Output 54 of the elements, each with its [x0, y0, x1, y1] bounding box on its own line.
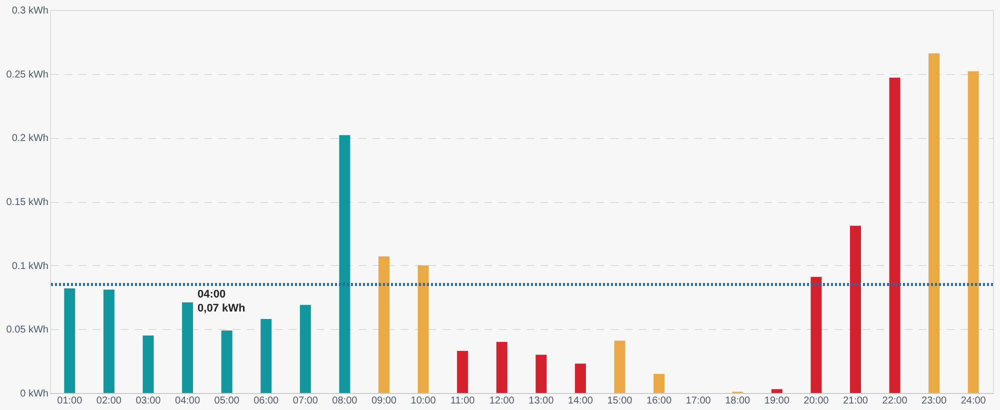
bar [300, 304, 311, 393]
x-tick-label: 07:00 [292, 396, 318, 406]
y-tick-label: 0 kWh [20, 388, 48, 400]
x-tick-label: 12:00 [489, 396, 515, 406]
x-tick-label: 10:00 [410, 396, 436, 406]
bar [496, 342, 508, 393]
x-tick-label: 17:00 [686, 396, 712, 406]
bar [221, 330, 232, 393]
bar [378, 256, 390, 393]
y-tick-label: 0.1 kWh [12, 260, 48, 272]
bar [457, 350, 468, 393]
x-tick-label: 18:00 [725, 396, 751, 406]
x-tick-label: 08:00 [332, 396, 358, 406]
bar [260, 318, 272, 393]
bar [339, 135, 350, 393]
bar [536, 354, 547, 393]
bar [850, 226, 861, 393]
bar [928, 53, 940, 393]
x-tick-label: 05:00 [214, 396, 240, 406]
x-tick-label: 14:00 [568, 396, 594, 406]
x-tick-label: 20:00 [804, 396, 830, 406]
y-tick-label: 0.25 kWh [6, 69, 48, 80]
bar [889, 78, 900, 393]
bar [771, 389, 782, 393]
annotation: 04:00 0,07 kWh [198, 288, 246, 315]
x-tick-label: 11:00 [450, 396, 476, 406]
bar [574, 364, 586, 393]
y-tick-label: 0.05 kWh [6, 324, 48, 336]
x-tick-label: 24:00 [960, 396, 986, 406]
x-tick-label: 03:00 [136, 396, 162, 406]
bar [654, 374, 665, 393]
x-tick-label: 02:00 [96, 396, 122, 406]
x-tick-label: 16:00 [646, 396, 672, 406]
x-tick-label: 15:00 [607, 396, 633, 406]
bar [418, 265, 429, 393]
x-tick-label: 09:00 [371, 396, 397, 406]
x-tick-label: 21:00 [842, 396, 868, 406]
x-tick-label: 06:00 [254, 396, 280, 406]
bar [142, 336, 154, 393]
bar [103, 290, 114, 393]
x-tick-label: 01:00 [57, 396, 83, 406]
x-tick-label: 19:00 [764, 396, 790, 406]
bar [64, 288, 76, 393]
y-tick-label: 0.2 kWh [12, 133, 48, 144]
x-tick-label: 22:00 [882, 396, 908, 406]
x-tick-label: 23:00 [922, 396, 948, 406]
x-tick-label: 13:00 [528, 396, 554, 406]
x-tick-label: 04:00 [175, 396, 200, 406]
y-tick-label: 0.3 kWh [12, 6, 48, 16]
bar [614, 340, 626, 393]
bar [810, 276, 822, 393]
bar [182, 302, 194, 393]
bar [968, 71, 979, 393]
y-tick-label: 0.15 kWh [6, 197, 48, 208]
